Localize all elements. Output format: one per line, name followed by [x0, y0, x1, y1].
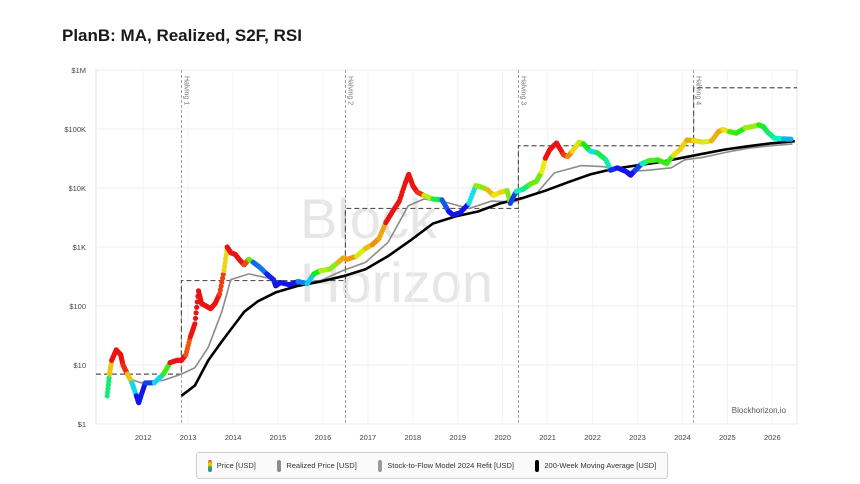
price-point: [222, 264, 228, 270]
legend-item-s2f[interactable]: Stock-to-Flow Model 2024 Refit [USD]: [378, 459, 514, 472]
axes: $1 $10 $100 $1K $10K $100K $1M 2012 2013 2014 2015…: [64, 66, 780, 442]
price-point: [192, 315, 199, 321]
price-point: [222, 260, 228, 266]
legend-item-price[interactable]: Price [USD]: [207, 459, 256, 472]
price-series: [104, 122, 794, 406]
y-tick-label: $1K: [73, 243, 86, 252]
x-tick-label: 2023: [629, 433, 646, 442]
legend-item-realized[interactable]: Realized Price [USD]: [277, 459, 357, 472]
price-point: [220, 275, 226, 281]
x-tick-label: 2022: [584, 433, 601, 442]
y-tick-label: $10K: [68, 184, 86, 193]
price-point: [217, 291, 223, 297]
x-tick-label: 2014: [225, 433, 242, 442]
price-point: [217, 287, 223, 293]
x-tick-label: 2019: [449, 433, 466, 442]
realized-price-line: [127, 143, 793, 384]
x-tick-label: 2024: [674, 433, 691, 442]
halving-label-1: Halving 1: [182, 76, 189, 105]
y-tick-label: $1M: [71, 66, 86, 75]
gray-swatch-icon: [378, 459, 383, 472]
rainbow-swatch-icon: [207, 459, 212, 472]
halving-label-3: Halving 3: [519, 76, 526, 105]
legend: Price [USD] Realized Price [USD] Stock-t…: [196, 452, 668, 479]
y-tick-label: $100K: [64, 125, 86, 134]
y-tick-label: $100: [69, 302, 86, 311]
price-point: [788, 136, 794, 142]
x-tick-label: 2016: [315, 433, 332, 442]
price-point: [223, 252, 229, 258]
y-tick-label: $10: [73, 361, 86, 370]
x-tick-label: 2013: [180, 433, 197, 442]
price-point: [220, 271, 226, 277]
page-title: PlanB: MA, Realized, S2F, RSI: [62, 26, 302, 45]
price-point: [193, 310, 199, 316]
legend-label: Stock-to-Flow Model 2024 Refit [USD]: [387, 461, 514, 470]
legend-label: Realized Price [USD]: [286, 461, 357, 470]
x-tick-label: 2020: [494, 433, 511, 442]
x-tick-label: 2026: [764, 433, 781, 442]
x-tick-label: 2015: [270, 433, 287, 442]
legend-label: Price [USD]: [216, 461, 256, 470]
price-point: [223, 256, 229, 262]
black-swatch-icon: [535, 459, 540, 472]
s2f-step-line: [96, 87, 797, 375]
legend-label: 200-Week Moving Average [USD]: [544, 461, 657, 470]
legend-item-ma200[interactable]: 200-Week Moving Average [USD]: [535, 459, 657, 472]
x-tick-label: 2012: [135, 433, 152, 442]
y-tick-label: $1: [78, 420, 86, 429]
x-tick-label: 2018: [404, 433, 421, 442]
grid: [95, 69, 798, 425]
halving-label-2: Halving 2: [346, 76, 353, 105]
watermark-line1: Block: [300, 187, 438, 250]
halving-label-4: Halving 4: [695, 76, 702, 105]
price-point: [221, 267, 227, 274]
x-tick-label: 2021: [539, 433, 556, 442]
realized-series: [127, 143, 793, 384]
x-tick-label: 2025: [719, 433, 736, 442]
watermark-line2: Horizon: [300, 251, 493, 314]
price-point: [218, 283, 224, 289]
price-point: [219, 279, 225, 285]
x-tick-label: 2017: [360, 433, 377, 442]
gray-swatch-icon: [277, 459, 282, 472]
price-point: [192, 321, 198, 327]
price-point: [194, 304, 200, 310]
s2f-series: [96, 87, 797, 375]
credit-label: Blockhorizon.io: [732, 406, 787, 415]
